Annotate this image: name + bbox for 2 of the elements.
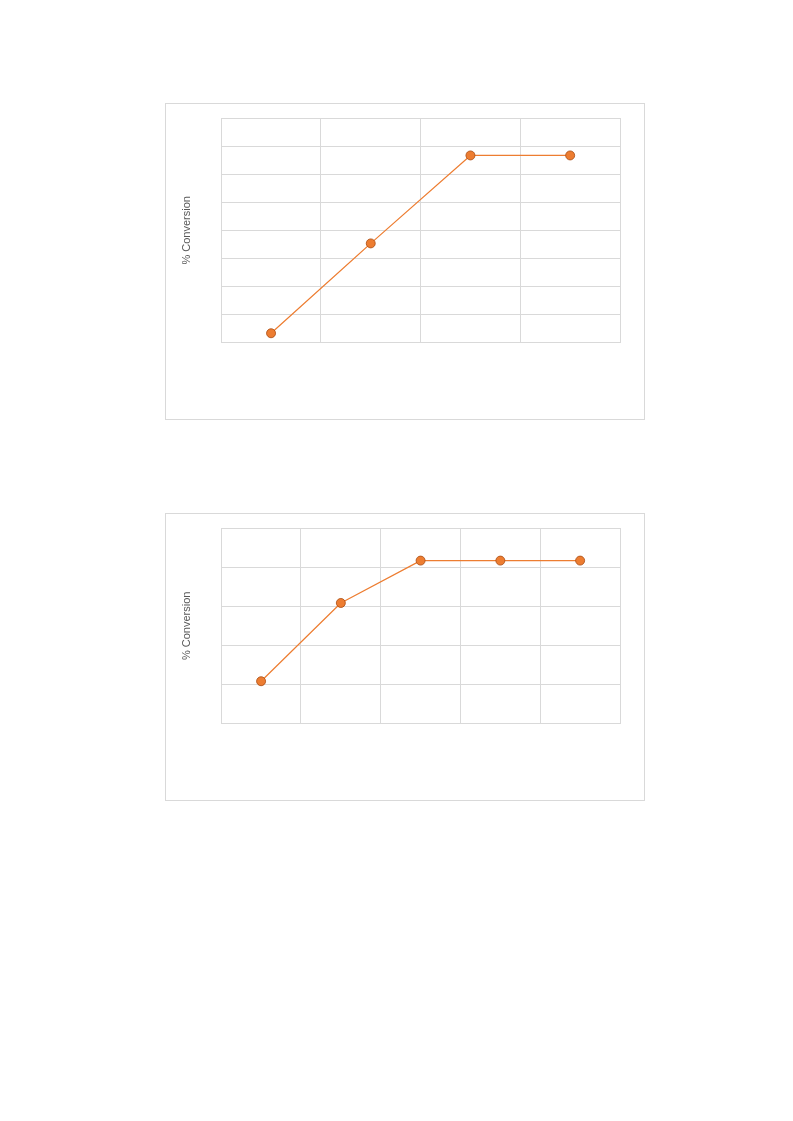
y-axis-title: % Conversion xyxy=(179,196,192,265)
y-axis-title: % Conversion xyxy=(179,591,192,661)
